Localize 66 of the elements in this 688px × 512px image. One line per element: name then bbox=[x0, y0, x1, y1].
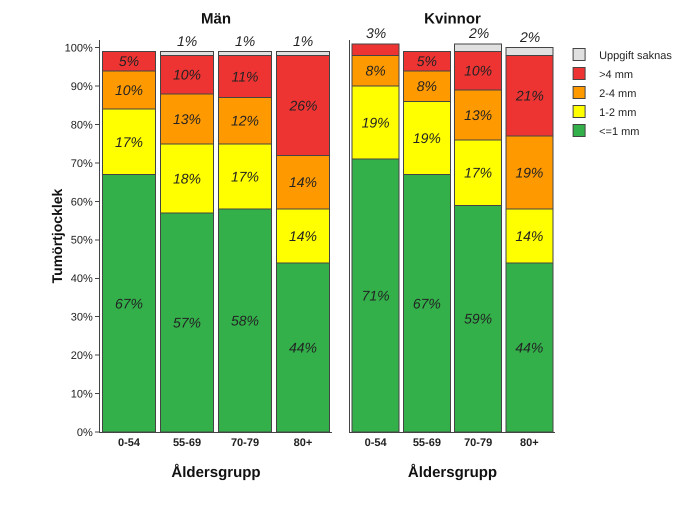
data-label: 19% bbox=[515, 164, 544, 181]
data-label: 17% bbox=[114, 134, 144, 150]
data-label: 10% bbox=[464, 62, 492, 79]
y-axis-title: Tumörtjocklek bbox=[49, 188, 65, 284]
data-label: 11% bbox=[232, 68, 258, 85]
data-label: 14% bbox=[288, 228, 318, 244]
legend-label: 1-2 mm bbox=[599, 106, 636, 119]
data-label: 10% bbox=[114, 82, 144, 98]
data-label: 67% bbox=[412, 295, 441, 312]
data-label: 17% bbox=[464, 164, 492, 181]
data-label: 71% bbox=[362, 288, 390, 304]
y-tick-label: 100% bbox=[64, 42, 94, 55]
legend-label: 2-4 mm bbox=[599, 88, 636, 100]
data-label: 58% bbox=[230, 312, 260, 329]
data-label: 10% bbox=[172, 66, 202, 83]
data-label: 19% bbox=[412, 130, 441, 146]
x-tick-label: 0-54 bbox=[118, 437, 141, 450]
legend-label: <=1 mm bbox=[599, 126, 640, 138]
data-label: 67% bbox=[114, 295, 144, 312]
data-label: 44% bbox=[288, 339, 318, 356]
y-tick-label: 30% bbox=[70, 312, 94, 324]
legend-label: Uppgift saknas bbox=[599, 50, 672, 62]
x-tick-label: 0-54 bbox=[364, 437, 388, 450]
chart-title: Män bbox=[201, 10, 231, 28]
data-label: 13% bbox=[172, 110, 202, 127]
data-label: 2% bbox=[468, 25, 490, 41]
x-tick-label: 80+ bbox=[294, 437, 312, 450]
y-tick-label: 90% bbox=[70, 80, 94, 93]
chart-title: Kvinnor bbox=[424, 10, 481, 28]
y-tick-label: 70% bbox=[70, 158, 94, 170]
y-tick-label: 40% bbox=[70, 273, 94, 286]
data-label: 57% bbox=[172, 314, 202, 330]
data-label: 59% bbox=[464, 310, 492, 327]
data-label: 14% bbox=[515, 228, 544, 244]
x-tick-label: 55-69 bbox=[412, 437, 441, 450]
data-label: 5% bbox=[118, 53, 140, 70]
data-label: 17% bbox=[230, 168, 260, 184]
legend-label: >4 mm bbox=[599, 68, 634, 81]
y-tick-label: 50% bbox=[70, 234, 94, 247]
data-label: 21% bbox=[514, 88, 544, 104]
data-label: 13% bbox=[464, 106, 492, 123]
data-label: 2% bbox=[519, 29, 540, 45]
data-label: 1% bbox=[235, 33, 256, 49]
y-tick-label: 0% bbox=[76, 426, 94, 439]
x-axis-title: Åldersgrupp bbox=[171, 463, 261, 482]
data-label: 1% bbox=[293, 33, 314, 49]
data-label: 19% bbox=[362, 114, 390, 131]
data-label: 5% bbox=[416, 53, 437, 70]
x-tick-label: 70-79 bbox=[230, 437, 260, 450]
y-tick-label: 80% bbox=[70, 119, 94, 132]
y-tick-label: 20% bbox=[70, 350, 94, 362]
data-label: 8% bbox=[366, 62, 386, 79]
data-label: 12% bbox=[230, 112, 260, 129]
y-tick-label: 60% bbox=[70, 196, 94, 208]
data-label: 8% bbox=[416, 78, 437, 94]
x-tick-label: 55-69 bbox=[172, 437, 202, 450]
data-label: 44% bbox=[515, 339, 544, 356]
y-tick-label: 10% bbox=[70, 388, 94, 400]
data-label: 18% bbox=[172, 170, 202, 186]
data-label: 14% bbox=[288, 174, 318, 190]
data-label: 1% bbox=[177, 33, 198, 49]
x-tick-label: 70-79 bbox=[464, 437, 492, 450]
data-label: 26% bbox=[288, 97, 318, 114]
data-label: 3% bbox=[366, 25, 386, 41]
x-axis-title: Åldersgrupp bbox=[408, 463, 498, 482]
x-tick-label: 80+ bbox=[520, 437, 539, 450]
